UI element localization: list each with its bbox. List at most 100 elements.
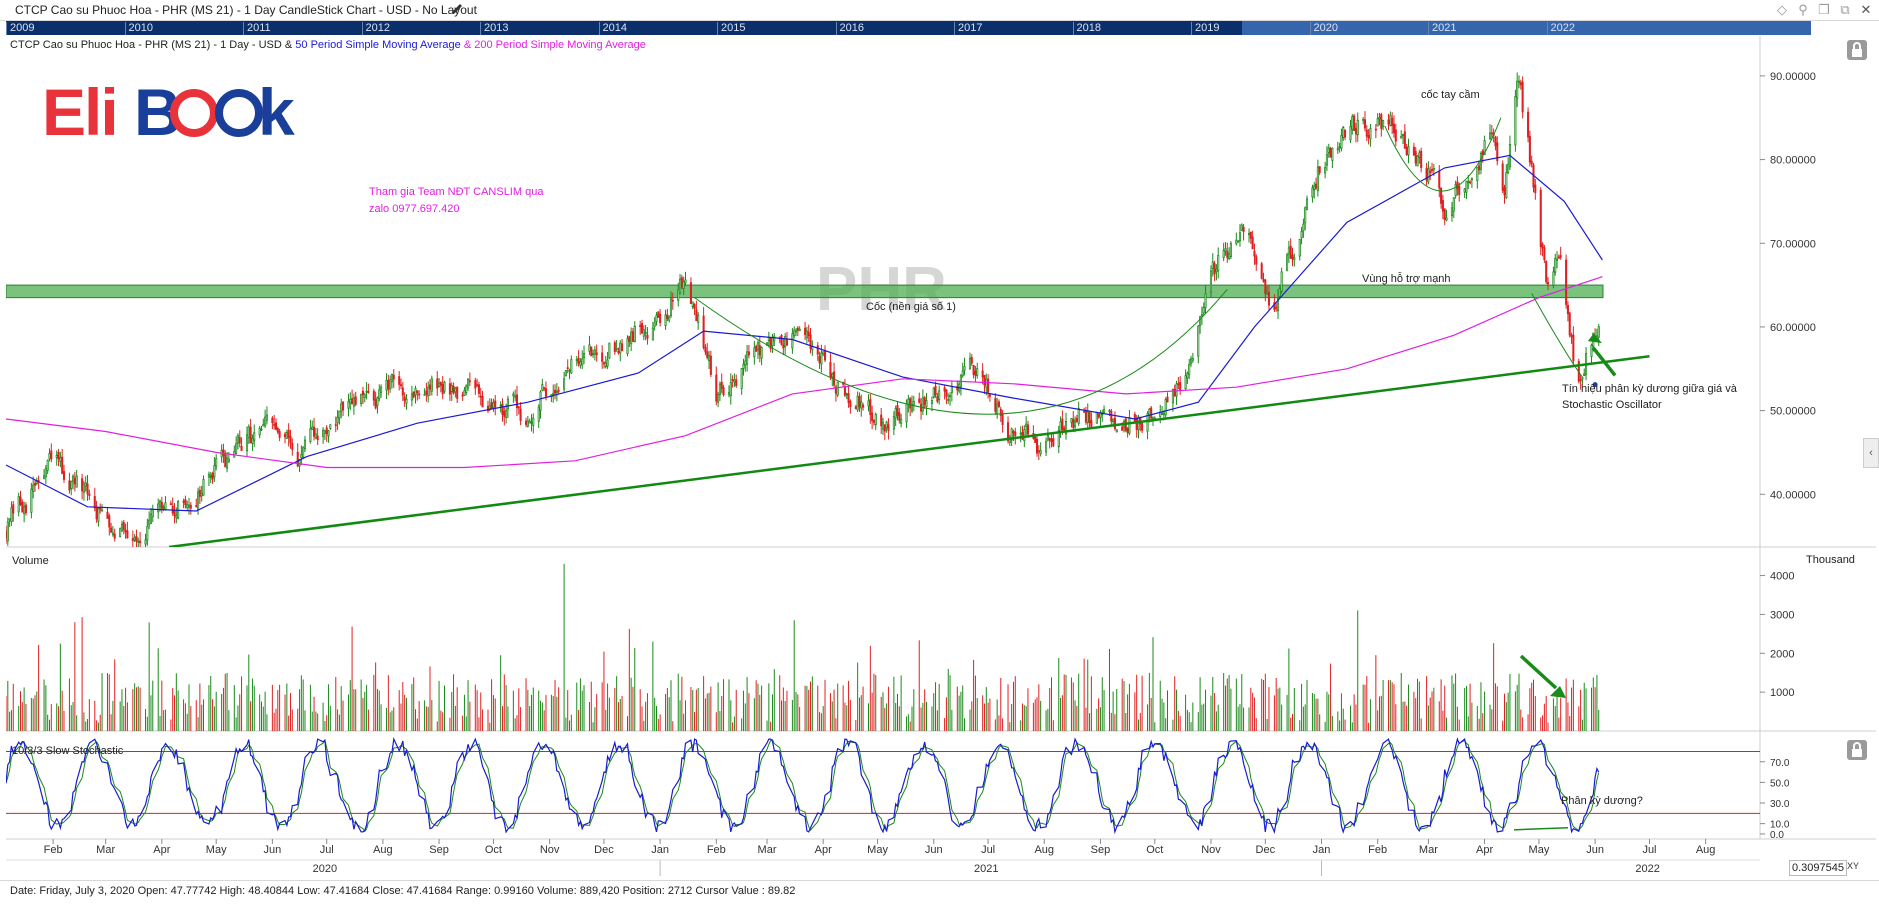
year-nav-label[interactable]: 2013 bbox=[480, 22, 508, 35]
candle-body bbox=[313, 426, 316, 437]
candle-body bbox=[767, 337, 770, 342]
candle-body bbox=[881, 422, 885, 430]
candle-body bbox=[1546, 282, 1550, 285]
year-nav-label[interactable]: 2012 bbox=[361, 22, 390, 35]
candle-body bbox=[1162, 412, 1165, 415]
candle-body bbox=[910, 404, 914, 412]
candle-body bbox=[1356, 119, 1359, 136]
candle-body bbox=[392, 374, 395, 380]
candle-body bbox=[680, 277, 683, 288]
candle-body bbox=[794, 330, 798, 333]
candle-body bbox=[454, 387, 457, 393]
candle-body bbox=[1441, 200, 1444, 212]
candle-body bbox=[226, 457, 229, 469]
candle-body bbox=[820, 352, 823, 365]
candle-body bbox=[1463, 188, 1466, 193]
candle-body bbox=[1161, 412, 1164, 415]
year-nav-label[interactable]: 2019 bbox=[1191, 22, 1219, 35]
candle-body bbox=[590, 346, 593, 357]
candle-body bbox=[689, 282, 692, 305]
candle-body bbox=[945, 389, 948, 397]
close-icon[interactable]: ✕ bbox=[1860, 2, 1872, 17]
year-nav-label[interactable]: 2011 bbox=[243, 22, 271, 35]
chart-svg[interactable]: PHR Eli B k CTCP Cao su Phuoc Hoa - PHR … bbox=[5, 36, 1876, 899]
x-tick-label: Oct bbox=[1146, 844, 1163, 856]
x-tick-label: Jul bbox=[981, 844, 995, 856]
candle-body bbox=[120, 523, 124, 532]
candle-body bbox=[785, 338, 788, 346]
candle-body bbox=[1572, 334, 1575, 361]
divergence-line bbox=[1513, 827, 1569, 831]
candle-body bbox=[544, 388, 548, 397]
pin-icon[interactable]: ⚲ bbox=[1798, 2, 1808, 17]
x-tick-label: Jun bbox=[1586, 844, 1604, 856]
candle-body bbox=[1179, 381, 1182, 391]
stochastic-panel-lock-icon[interactable] bbox=[1847, 740, 1867, 760]
candle-body bbox=[809, 334, 812, 349]
lock-glyph bbox=[1852, 742, 1862, 757]
candle-body bbox=[35, 481, 38, 484]
header-ma50: 50 Period Simple Moving Average bbox=[295, 39, 461, 51]
candle-body bbox=[195, 505, 198, 508]
year-nav-label[interactable]: 2018 bbox=[1072, 22, 1101, 35]
candle-body bbox=[32, 484, 35, 492]
price-panel-lock-icon[interactable] bbox=[1847, 40, 1867, 60]
candle-body bbox=[1450, 207, 1453, 217]
value-readout-box[interactable]: 0.3097545 bbox=[1789, 860, 1847, 876]
year-nav-label[interactable]: 2022 bbox=[1546, 22, 1575, 35]
year-nav-label[interactable]: 2021 bbox=[1428, 22, 1456, 35]
candle-body bbox=[184, 499, 187, 505]
year-navigator[interactable]: 2009 2010 2011 2012 2013 2014 2015 2016 2017 2018… bbox=[6, 21, 1811, 35]
candle-body bbox=[492, 402, 495, 409]
candle-body bbox=[925, 400, 928, 408]
candle-body bbox=[289, 436, 292, 444]
year-nav-label[interactable]: 2020 bbox=[1309, 22, 1338, 35]
candle-body bbox=[1075, 418, 1078, 423]
x-tick-label: Aug bbox=[1034, 844, 1054, 856]
year-navigator-selection[interactable] bbox=[1242, 21, 1811, 35]
candle-body bbox=[963, 366, 966, 371]
candle-body bbox=[1037, 450, 1040, 452]
candle-body bbox=[135, 536, 138, 542]
candle-body bbox=[187, 504, 191, 508]
candle-body bbox=[651, 327, 654, 341]
year-nav-label[interactable]: 2016 bbox=[835, 22, 864, 35]
stochastic-panel-title: 10/3/3 Slow Stochastic bbox=[12, 745, 124, 757]
collapse-panel-chevron-icon[interactable]: ‹ bbox=[1863, 438, 1879, 468]
xy-button[interactable]: XY bbox=[1847, 861, 1860, 871]
candle-body bbox=[1286, 254, 1289, 271]
diamond-icon[interactable]: ◇ bbox=[1777, 2, 1787, 17]
candle-body bbox=[782, 344, 785, 349]
edit-pen-icon[interactable] bbox=[450, 2, 464, 16]
year-nav-label[interactable]: 2017 bbox=[954, 22, 982, 35]
candle-body bbox=[398, 376, 401, 385]
candle-body bbox=[1382, 120, 1385, 127]
candle-body bbox=[258, 427, 261, 436]
candle-body bbox=[441, 383, 444, 395]
candle-body bbox=[6, 530, 8, 539]
candle-body bbox=[428, 384, 432, 390]
candle-body bbox=[126, 530, 129, 539]
candle-body bbox=[1247, 233, 1251, 235]
chart-area[interactable]: PHR Eli B k CTCP Cao su Phuoc Hoa - PHR … bbox=[5, 36, 1876, 899]
candle-body bbox=[1392, 123, 1396, 134]
year-nav-label[interactable]: 2014 bbox=[598, 22, 627, 35]
candle-body bbox=[1325, 154, 1328, 166]
candle-body bbox=[146, 525, 149, 541]
candle-body bbox=[175, 515, 178, 519]
candle-body bbox=[613, 342, 616, 353]
candle-body bbox=[669, 298, 673, 316]
candle-body bbox=[452, 385, 455, 394]
candle-body bbox=[1242, 226, 1245, 233]
year-nav-label[interactable]: 2010 bbox=[124, 22, 153, 35]
candle-body bbox=[33, 483, 37, 486]
restore-icon[interactable]: ❐ bbox=[1818, 2, 1830, 17]
candle-body bbox=[1215, 268, 1218, 273]
candle-body bbox=[316, 435, 319, 441]
candle-body bbox=[1351, 116, 1354, 130]
candle-body bbox=[1171, 389, 1174, 404]
duplicate-icon[interactable]: ⧉ bbox=[1840, 2, 1850, 17]
candle-body bbox=[1583, 373, 1586, 377]
year-nav-label[interactable]: 2015 bbox=[717, 22, 745, 35]
year-nav-label[interactable]: 2009 bbox=[6, 22, 34, 35]
